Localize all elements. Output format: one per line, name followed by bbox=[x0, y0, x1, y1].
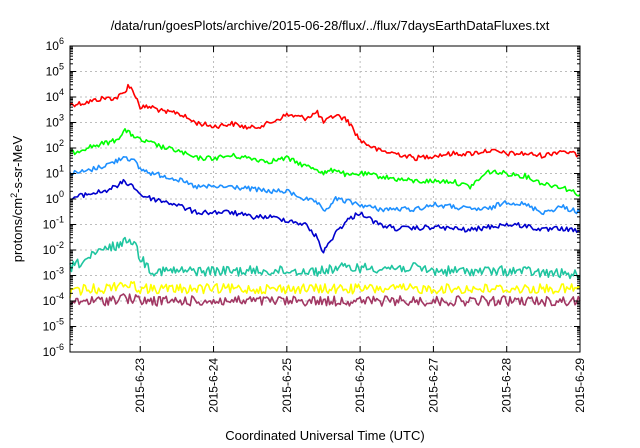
y-axis-title-sup: 2 bbox=[9, 193, 19, 198]
series-line-5 bbox=[69, 236, 581, 280]
x-tick-label: 2015-6-28 bbox=[500, 358, 514, 413]
y-tick-label: 10-5 bbox=[43, 317, 64, 334]
series-line-1 bbox=[69, 83, 581, 162]
y-tick-label: 102 bbox=[46, 138, 64, 155]
x-tick-label: 2015-6-29 bbox=[573, 358, 587, 413]
x-axis-ticks: 2015-6-23 2015-6-24 2015-6-25 2015-6-26 2015… bbox=[133, 46, 587, 413]
y-tick-label: 10-2 bbox=[43, 240, 64, 257]
y-tick-label: 105 bbox=[46, 62, 64, 79]
y-tick-label: 104 bbox=[46, 87, 64, 104]
y-tick-label: 101 bbox=[46, 164, 64, 181]
series-line-2 bbox=[69, 128, 581, 197]
y-tick-label: 103 bbox=[46, 113, 64, 130]
y-tick-label: 10-3 bbox=[43, 266, 64, 283]
y-axis-title-prefix: protons/cm bbox=[10, 198, 25, 262]
x-tick-label: 2015-6-24 bbox=[207, 358, 221, 413]
series-line-6 bbox=[69, 280, 581, 298]
y-tick-label: 100 bbox=[46, 189, 64, 206]
y-axis-title: protons/cm2-s-sr-MeV bbox=[9, 135, 25, 262]
y-tick-label: 10-4 bbox=[43, 291, 64, 308]
y-tick-label: 106 bbox=[46, 36, 64, 53]
x-axis-title: Coordinated Universal Time (UTC) bbox=[225, 428, 424, 443]
x-tick-label: 2015-6-23 bbox=[133, 358, 147, 413]
x-tick-label: 2015-6-26 bbox=[353, 358, 367, 413]
series-line-7 bbox=[69, 293, 581, 307]
series-line-3 bbox=[69, 156, 581, 216]
series-group bbox=[69, 83, 581, 307]
y-tick-label: 10-6 bbox=[43, 342, 64, 359]
y-axis-ticks: 10-6 10-5 10-4 10-3 10-2 10-1 100 101 102 103 104 1… bbox=[43, 36, 580, 359]
y-axis-title-suffix: -s-sr-MeV bbox=[10, 135, 25, 192]
x-tick-label: 2015-6-27 bbox=[426, 358, 440, 413]
x-tick-label: 2015-6-25 bbox=[280, 358, 294, 413]
chart-title: /data/run/goesPlots/archive/2015-06-28/f… bbox=[111, 18, 550, 33]
grid-lines bbox=[70, 46, 580, 352]
series-line-4 bbox=[69, 178, 581, 254]
y-tick-label: 10-1 bbox=[43, 215, 64, 232]
